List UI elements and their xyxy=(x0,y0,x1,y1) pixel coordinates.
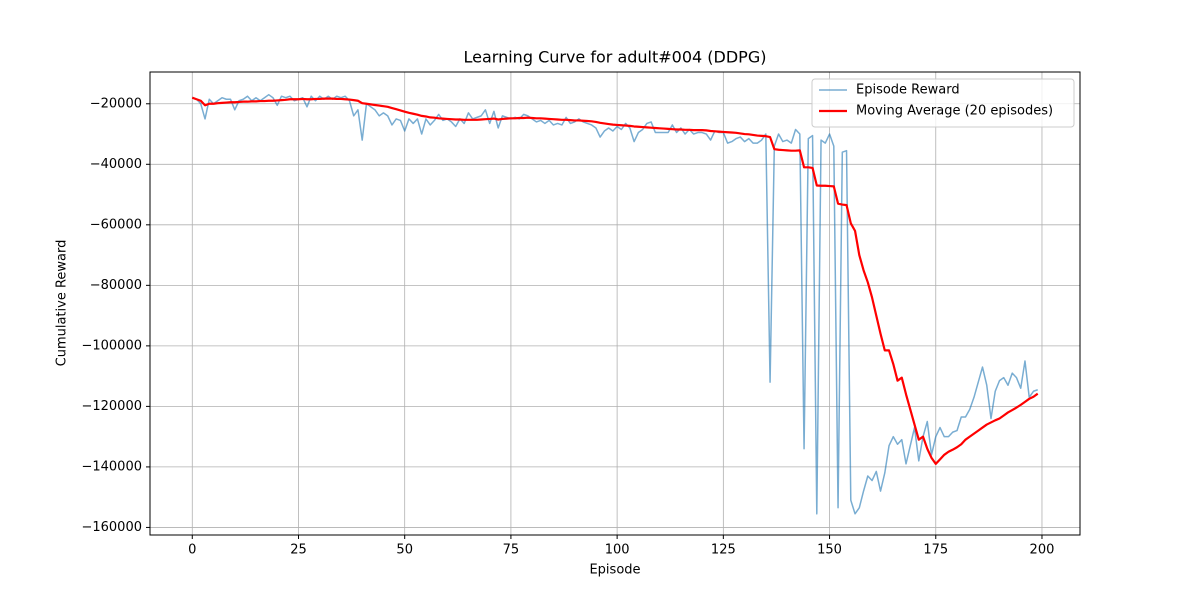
y-tick-label: −140000 xyxy=(81,459,142,474)
y-tick-label: −160000 xyxy=(81,520,142,535)
x-tick-label: 50 xyxy=(396,543,413,558)
x-tick-label: 100 xyxy=(605,543,630,558)
y-tick-label: −40000 xyxy=(90,157,142,172)
x-tick-label: 150 xyxy=(817,543,842,558)
plot-frame xyxy=(149,71,1081,536)
x-tick-label: 200 xyxy=(1030,543,1055,558)
chart-title: Learning Curve for adult#004 (DDPG) xyxy=(464,48,767,67)
x-tick-label: 175 xyxy=(923,543,948,558)
legend-label: Moving Average (20 episodes) xyxy=(856,104,1053,119)
series-line xyxy=(191,96,1039,465)
x-tick-label: 0 xyxy=(188,543,196,558)
legend-label: Episode Reward xyxy=(856,83,960,98)
y-axis-label: Cumulative Reward xyxy=(55,240,70,367)
y-tick-label: −60000 xyxy=(90,217,142,232)
x-axis-label: Episode xyxy=(589,563,640,578)
y-tick-label: −120000 xyxy=(81,399,142,414)
y-tick-label: −80000 xyxy=(90,278,142,293)
x-tick-label: 75 xyxy=(503,543,520,558)
x-tick-label: 125 xyxy=(711,543,736,558)
legend-box xyxy=(811,78,1075,128)
y-tick-label: −20000 xyxy=(90,96,142,111)
x-tick-label: 25 xyxy=(290,543,307,558)
legend: Episode Reward Moving Average (20 episode… xyxy=(811,78,1075,128)
y-tick-label: −100000 xyxy=(81,338,142,353)
